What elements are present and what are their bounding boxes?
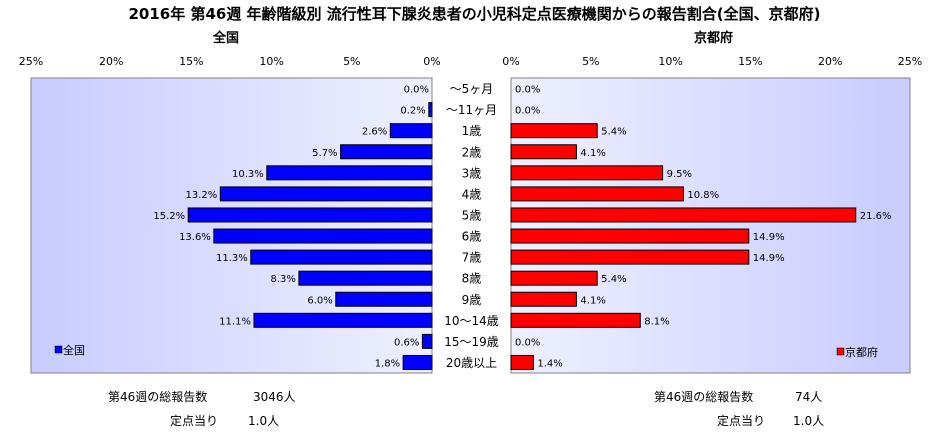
left-bar bbox=[340, 144, 433, 160]
right-x-tick-label: 0% bbox=[502, 55, 519, 68]
left-per-site-label: 定点当り bbox=[170, 414, 219, 428]
right-bar bbox=[510, 165, 664, 181]
right-bar bbox=[510, 291, 577, 307]
left-bar bbox=[253, 312, 433, 328]
right-bar bbox=[510, 354, 534, 370]
right-x-tick-label: 20% bbox=[818, 55, 842, 68]
right-data-label: 10.8% bbox=[687, 190, 719, 201]
left-bar bbox=[250, 249, 433, 265]
right-data-label: 9.5% bbox=[667, 169, 692, 180]
right-data-label: 0.0% bbox=[515, 337, 540, 348]
right-data-label: 4.1% bbox=[580, 148, 605, 159]
left-bar bbox=[213, 228, 433, 244]
right-per-site-value: 1.0人 bbox=[793, 414, 825, 428]
left-bar bbox=[402, 354, 433, 370]
category-label: 7歳 bbox=[462, 251, 482, 265]
category-label: 6歳 bbox=[462, 230, 482, 244]
right-x-tick-label: 10% bbox=[658, 55, 682, 68]
right-x-tick-label: 5% bbox=[582, 55, 599, 68]
left-bar bbox=[187, 207, 433, 223]
right-x-tick-label: 15% bbox=[738, 55, 762, 68]
right-bar bbox=[510, 270, 598, 286]
right-plot-area bbox=[510, 77, 911, 374]
left-bar bbox=[421, 333, 433, 349]
right-bar bbox=[510, 144, 577, 160]
category-label: 9歳 bbox=[462, 293, 482, 307]
left-bar bbox=[335, 291, 433, 307]
left-data-label: 6.0% bbox=[307, 295, 332, 306]
category-label: 20歳以上 bbox=[446, 356, 497, 370]
right-bar bbox=[510, 312, 641, 328]
left-data-label: 10.3% bbox=[232, 169, 264, 180]
left-bar bbox=[428, 102, 433, 118]
category-label: 8歳 bbox=[462, 272, 482, 286]
right-total-reports-label: 第46週の総報告数 bbox=[654, 390, 754, 404]
left-bar bbox=[389, 123, 433, 139]
left-bar bbox=[266, 165, 433, 181]
left-data-label: 11.3% bbox=[216, 253, 248, 264]
left-x-tick-label: 10% bbox=[259, 55, 283, 68]
left-data-label: 0.2% bbox=[400, 106, 425, 117]
left-data-label: 11.1% bbox=[219, 316, 251, 327]
right-legend-swatch bbox=[836, 347, 845, 356]
left-data-label: 0.6% bbox=[394, 337, 419, 348]
category-label: 2歳 bbox=[462, 145, 482, 159]
right-data-label: 21.6% bbox=[860, 211, 892, 222]
right-data-label: 8.1% bbox=[644, 316, 669, 327]
right-data-label: 0.0% bbox=[515, 106, 540, 117]
category-label: ～11ヶ月 bbox=[446, 103, 497, 117]
right-per-site-label: 定点当り bbox=[717, 414, 766, 428]
left-data-label: 2.6% bbox=[362, 127, 387, 138]
left-legend-swatch bbox=[54, 345, 63, 354]
category-label: 1歳 bbox=[462, 124, 482, 138]
category-label: 5歳 bbox=[462, 208, 482, 222]
right-data-label: 0.0% bbox=[515, 85, 540, 96]
right-data-label: 14.9% bbox=[753, 253, 785, 264]
left-total-reports-label: 第46週の総報告数 bbox=[108, 390, 208, 404]
right-data-label: 14.9% bbox=[753, 232, 785, 243]
right-bar bbox=[510, 123, 598, 139]
right-data-label: 5.4% bbox=[601, 127, 626, 138]
chart-title: 2016年 第46週 年齢階級別 流行性耳下腺炎患者の小児科定点医療機関からの報… bbox=[128, 5, 821, 23]
left-bar bbox=[219, 186, 433, 202]
left-x-tick-label: 5% bbox=[343, 55, 360, 68]
left-data-label: 1.8% bbox=[375, 358, 400, 369]
left-x-tick-label: 20% bbox=[99, 55, 123, 68]
left-data-label: 0.0% bbox=[404, 85, 429, 96]
category-label: 4歳 bbox=[462, 187, 482, 201]
category-label: 3歳 bbox=[462, 166, 482, 180]
left-data-label: 15.2% bbox=[153, 211, 185, 222]
left-per-site-value: 1.0人 bbox=[248, 414, 280, 428]
left-x-tick-label: 25% bbox=[19, 55, 43, 68]
left-total-reports-value: 3046人 bbox=[253, 390, 296, 404]
right-x-tick-label: 25% bbox=[898, 55, 922, 68]
right-panel-title: 京都府 bbox=[694, 31, 734, 46]
left-legend-label: 全国 bbox=[63, 343, 85, 357]
left-data-label: 13.2% bbox=[185, 190, 217, 201]
category-label: ～5ヶ月 bbox=[450, 82, 494, 96]
right-data-label: 1.4% bbox=[537, 358, 562, 369]
left-panel-title: 全国 bbox=[213, 31, 240, 46]
right-bar bbox=[510, 228, 750, 244]
right-bar bbox=[510, 249, 750, 265]
right-data-label: 5.4% bbox=[601, 274, 626, 285]
left-plot-area bbox=[30, 77, 433, 374]
left-data-label: 8.3% bbox=[270, 274, 295, 285]
left-x-tick-label: 0% bbox=[423, 55, 440, 68]
category-label: 10～14歳 bbox=[444, 314, 499, 328]
left-bar bbox=[298, 270, 433, 286]
right-data-label: 4.1% bbox=[580, 295, 605, 306]
left-data-label: 13.6% bbox=[179, 232, 211, 243]
left-x-tick-label: 15% bbox=[179, 55, 203, 68]
right-bar bbox=[510, 207, 857, 223]
category-label: 15～19歳 bbox=[444, 335, 499, 349]
right-total-reports-value: 74人 bbox=[795, 390, 823, 404]
right-legend-label: 京都府 bbox=[845, 345, 878, 359]
right-bar bbox=[510, 186, 684, 202]
left-data-label: 5.7% bbox=[312, 148, 337, 159]
